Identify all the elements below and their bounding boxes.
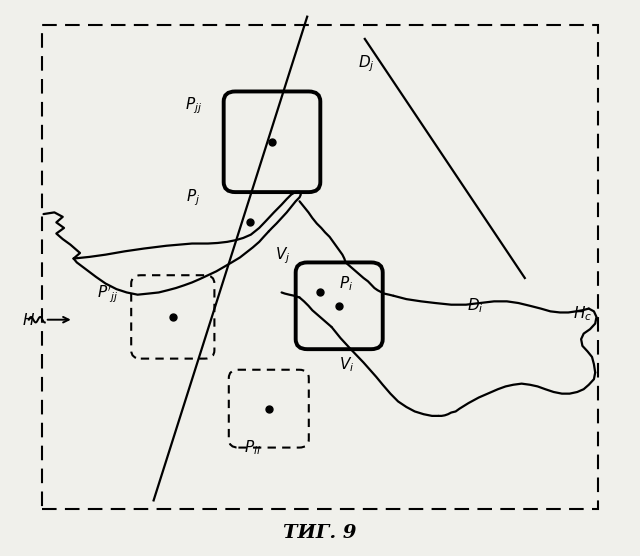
Text: $P_{jj}$: $P_{jj}$ [184,95,202,116]
Bar [42,25,598,509]
Text: $P_{ii}$: $P_{ii}$ [244,438,261,457]
Text: $P_j$: $P_j$ [186,187,200,208]
Text: $D_i$: $D_i$ [467,296,484,315]
Text: ΤИГ. 9: ΤИГ. 9 [284,524,356,542]
Text: $H_c$: $H_c$ [573,305,592,324]
Text: $P_i$: $P_i$ [339,274,353,293]
Text: $V_j$: $V_j$ [275,245,291,266]
Text: $H$: $H$ [22,312,35,327]
Text: $D_j$: $D_j$ [358,53,375,75]
Text: $P'_{jj}$: $P'_{jj}$ [97,284,118,305]
Text: $V_i$: $V_i$ [339,355,355,374]
